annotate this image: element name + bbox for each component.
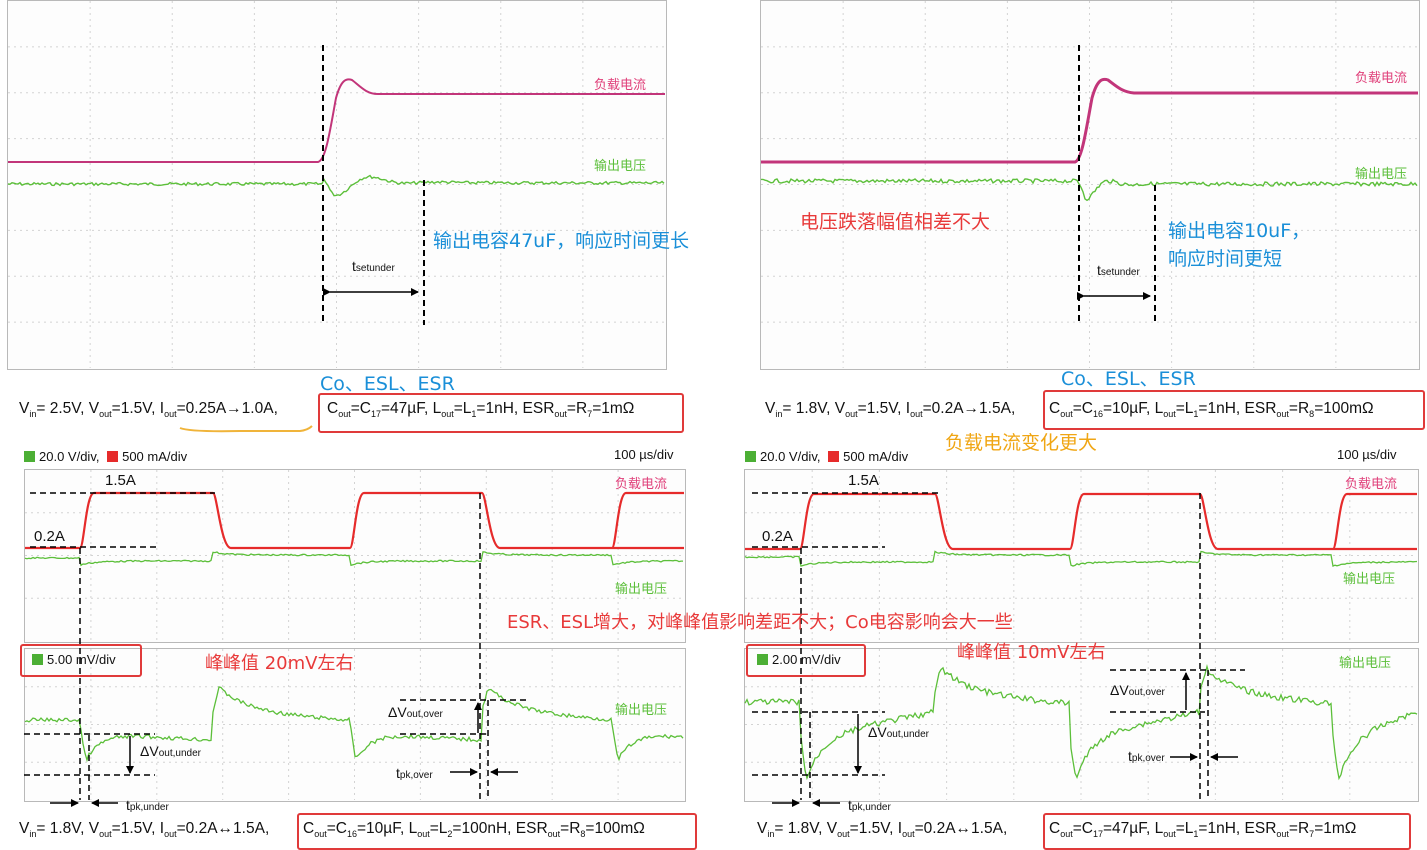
params-row2-left-boxed: Cout=C16=10µF, Lout=L2=100nH, ESRout=R8=… (303, 820, 645, 840)
level-1p5a: 1.5A (105, 472, 136, 489)
load-current-label: 负载电流 (594, 78, 647, 93)
output-voltage-trace (761, 177, 1418, 202)
annotation-47uf: 输出电容47uF，响应时间更长 (433, 230, 690, 252)
t-pk-under-label: tpk,under (126, 797, 169, 813)
green-swatch-icon (757, 654, 768, 665)
level-1p5a: 1.5A (848, 472, 879, 489)
load-current-trace (761, 77, 1418, 164)
load-current-trace (25, 491, 684, 550)
output-voltage-label: 输出电压 (1355, 167, 1408, 182)
dv-under-label: ΔVout,under (140, 743, 201, 759)
scope-legend: 20.0 V/div, 500 mA/div (24, 449, 187, 464)
params-row1-left-boxed: Cout=C17=47µF, Lout=L1=1nH, ESRout=R7=1m… (327, 400, 635, 420)
green-swatch-icon (32, 654, 43, 665)
annotation-10uf-line1: 输出电容10uF， (1168, 220, 1311, 242)
level-0p2a: 0.2A (762, 528, 793, 545)
note-co-esl-esr-left: Co、ESL、ESR (320, 373, 455, 395)
red-swatch-icon (828, 451, 840, 462)
iout-highlight-underline (179, 425, 313, 433)
t-setunder-label: tsetunder (352, 258, 395, 274)
dv-under-label: ΔVout,under (868, 724, 929, 740)
output-voltage-label: 输出电压 (1339, 656, 1392, 671)
load-current-label: 负载电流 (615, 477, 668, 492)
t-setunder-label: tsetunder (1097, 262, 1140, 278)
highlight-box (297, 813, 697, 850)
load-current-trace (745, 492, 1417, 551)
output-voltage-label: 输出电压 (594, 159, 647, 174)
output-voltage-zoom-trace (744, 663, 1418, 781)
t-pk-over-label: tpk,over (1128, 748, 1165, 764)
timebase: 100 µs/div (1337, 447, 1397, 462)
output-voltage-trace (744, 550, 1418, 568)
output-voltage-zoom-trace (24, 686, 684, 763)
t-pk-over-label: tpk,over (396, 765, 433, 781)
params-row1-left: Vin= 2.5V, Vout=1.5V, Iout=0.25A→1.0A, (19, 400, 278, 420)
highlight-box (20, 644, 142, 677)
t-pk-under-label: tpk,under (848, 797, 891, 813)
note-pp-left: 峰峰值 20mV左右 (205, 653, 354, 674)
grid-top-left (8, 1, 665, 368)
output-voltage-trace (7, 174, 665, 197)
params-row1-right-boxed: Cout=C16=10µF, Lout=L1=1nH, ESRout=R8=10… (1049, 400, 1374, 420)
params-row2-right: Vin= 1.8V, Vout=1.5V, Iout=0.2A↔1.5A, (757, 820, 1008, 840)
green-swatch-icon (745, 451, 756, 462)
params-row2-left: Vin= 1.8V, Vout=1.5V, Iout=0.2A↔1.5A, (19, 820, 270, 840)
dv-over-label: ΔVout,over (388, 704, 443, 720)
highlight-box (746, 644, 866, 677)
load-current-label: 负载电流 (1355, 71, 1408, 86)
note-compare: ESR、ESL增大，对峰峰值影响差距不大；Co电容影响会大一些 (507, 612, 1013, 633)
load-current-label: 负载电流 (1345, 477, 1398, 492)
note-co-esl-esr-right: Co、ESL、ESR (1061, 368, 1196, 390)
grid-bottom-left-lower (25, 649, 684, 800)
highlight-box (1043, 813, 1411, 850)
zoom-scale: 2.00 mV/div (757, 652, 841, 667)
output-voltage-label: 输出电压 (615, 703, 668, 718)
annotation-drop: 电压跌落幅值相差不大 (800, 211, 991, 233)
params-row1-right: Vin= 1.8V, Vout=1.5V, Iout=0.2A→1.5A, (765, 400, 1016, 420)
output-voltage-label: 输出电压 (615, 582, 668, 597)
grid-bottom-right-lower (745, 649, 1417, 800)
highlight-box (1043, 390, 1425, 430)
timebase: 100 µs/div (614, 447, 674, 462)
red-swatch-icon (107, 451, 119, 462)
note-load-change: 负载电流变化更大 (945, 432, 1098, 454)
level-0p2a: 0.2A (34, 528, 65, 545)
load-current-trace (8, 78, 665, 163)
params-row2-right-boxed: Cout=C17=47µF, Lout=L1=1nH, ESRout=R7=1m… (1049, 820, 1357, 840)
output-voltage-label: 输出电压 (1343, 572, 1396, 587)
annotation-10uf-line2: 响应时间更短 (1168, 248, 1283, 270)
output-voltage-trace (24, 551, 683, 567)
scope-legend: 20.0 V/div, 500 mA/div (745, 449, 908, 464)
green-swatch-icon (24, 451, 35, 462)
dv-over-label: ΔVout,over (1110, 682, 1165, 698)
zoom-scale: 5.00 mV/div (32, 652, 116, 667)
highlight-box (318, 393, 684, 433)
note-pp-right: 峰峰值 10mV左右 (957, 642, 1106, 663)
